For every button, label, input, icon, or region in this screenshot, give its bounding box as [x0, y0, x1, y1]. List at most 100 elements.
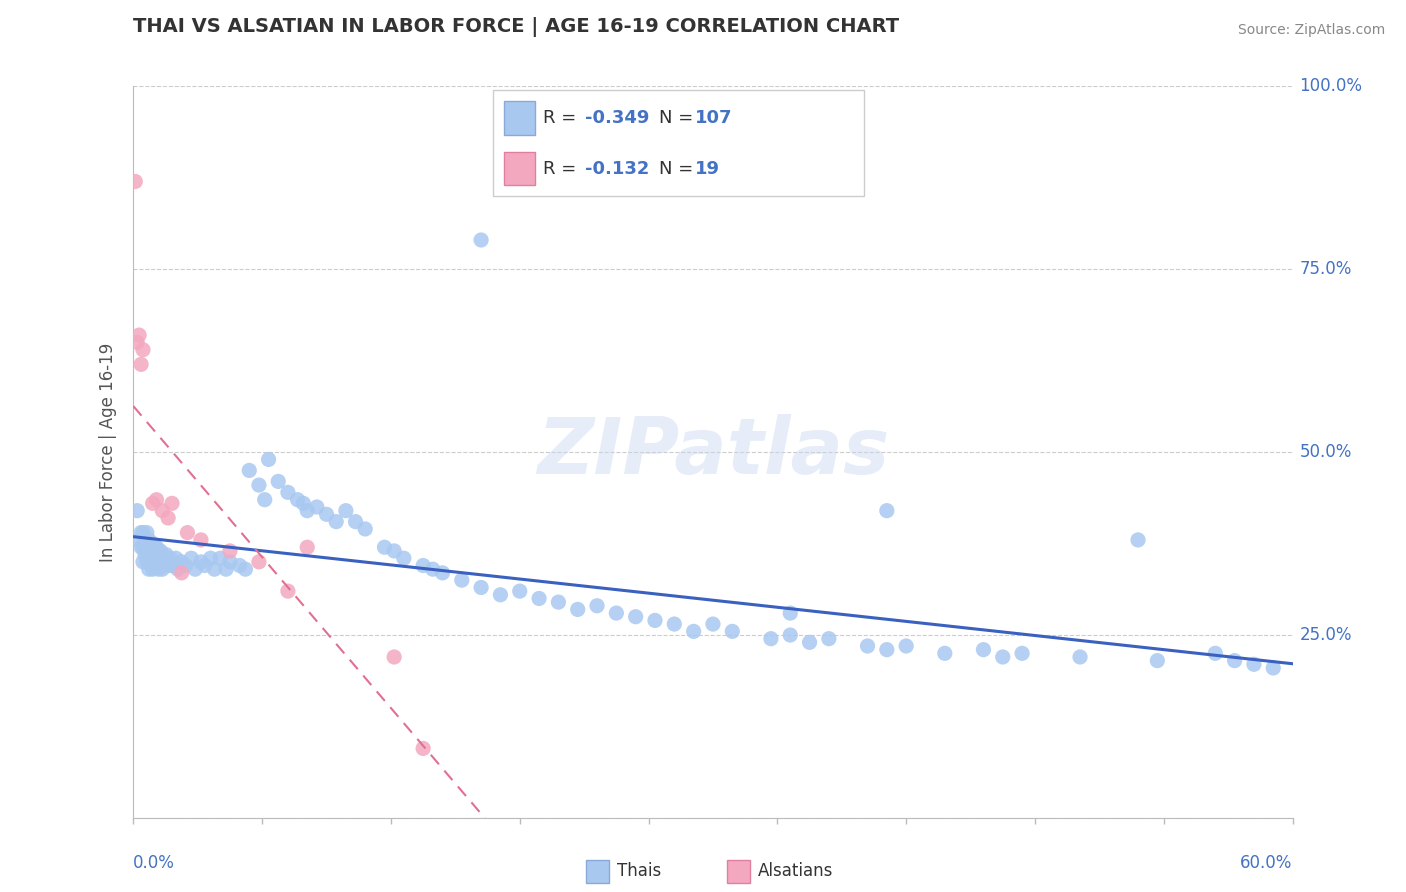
Text: 100.0%: 100.0%: [1299, 78, 1362, 95]
Point: [166, 562, 188, 576]
Point: [267, 475, 290, 489]
Point: [876, 642, 898, 657]
Point: [315, 508, 337, 522]
Point: [547, 595, 569, 609]
Point: [257, 452, 280, 467]
Point: [1146, 654, 1168, 668]
Point: [1263, 661, 1285, 675]
Point: [509, 584, 531, 599]
Point: [157, 558, 180, 573]
Point: [150, 503, 173, 517]
Point: [176, 525, 198, 540]
Point: [382, 544, 405, 558]
Text: R =: R =: [543, 160, 582, 178]
Point: [148, 562, 170, 576]
Point: [143, 541, 166, 555]
Point: [412, 741, 434, 756]
Point: [128, 328, 150, 343]
Point: [1126, 533, 1149, 547]
Point: [149, 544, 172, 558]
Point: [527, 591, 550, 606]
Point: [209, 551, 232, 566]
Point: [373, 541, 395, 555]
Point: [139, 551, 162, 566]
Text: THAI VS ALSATIAN IN LABOR FORCE | AGE 16-19 CORRELATION CHART: THAI VS ALSATIAN IN LABOR FORCE | AGE 16…: [134, 17, 900, 37]
Text: 0.0%: 0.0%: [134, 854, 176, 871]
Point: [160, 558, 183, 573]
Text: Source: ZipAtlas.com: Source: ZipAtlas.com: [1237, 23, 1385, 37]
Text: -0.349: -0.349: [585, 109, 650, 127]
Point: [160, 496, 183, 510]
Point: [124, 174, 146, 188]
Point: [382, 650, 405, 665]
Text: 25.0%: 25.0%: [1299, 626, 1353, 644]
Point: [127, 335, 149, 350]
Text: 60.0%: 60.0%: [1240, 854, 1292, 871]
Text: 50.0%: 50.0%: [1299, 443, 1353, 461]
Point: [180, 551, 202, 566]
Point: [325, 515, 347, 529]
Point: [127, 503, 149, 517]
Point: [153, 555, 176, 569]
Point: [155, 548, 177, 562]
Point: [253, 492, 276, 507]
Point: [297, 541, 319, 555]
Point: [1204, 646, 1226, 660]
Text: 19: 19: [695, 160, 720, 178]
Point: [134, 533, 156, 547]
Point: [204, 562, 226, 576]
Point: [138, 533, 160, 547]
Point: [759, 632, 782, 646]
Point: [344, 515, 367, 529]
Point: [159, 551, 181, 566]
Point: [247, 478, 270, 492]
Point: [422, 562, 444, 576]
Point: [129, 525, 152, 540]
Point: [139, 536, 162, 550]
Point: [277, 485, 299, 500]
Point: [305, 500, 328, 514]
Point: [292, 496, 315, 510]
Point: [128, 533, 150, 547]
Y-axis label: In Labor Force | Age 16-19: In Labor Force | Age 16-19: [100, 343, 117, 562]
Point: [644, 614, 666, 628]
Point: [134, 548, 156, 562]
Point: [1069, 650, 1091, 665]
Point: [145, 541, 167, 555]
Point: [894, 639, 917, 653]
Text: Thais: Thais: [617, 863, 662, 880]
Point: [432, 566, 454, 580]
Point: [132, 541, 155, 555]
Point: [1243, 657, 1265, 672]
Point: [142, 496, 165, 510]
Point: [145, 492, 167, 507]
Point: [219, 544, 242, 558]
Point: [132, 555, 155, 569]
Point: [138, 562, 160, 576]
Point: [135, 541, 157, 555]
Point: [142, 562, 165, 576]
Text: -0.132: -0.132: [585, 160, 650, 178]
Point: [297, 503, 319, 517]
Point: [335, 503, 357, 517]
Point: [129, 357, 152, 371]
Text: R =: R =: [543, 109, 582, 127]
Text: Alsatians: Alsatians: [758, 863, 834, 880]
Point: [190, 555, 212, 569]
Point: [219, 555, 242, 569]
Point: [235, 562, 257, 576]
Point: [1223, 654, 1246, 668]
Point: [150, 548, 173, 562]
Point: [143, 558, 166, 573]
Point: [170, 566, 193, 580]
Point: [450, 573, 472, 587]
Point: [150, 562, 173, 576]
Point: [721, 624, 744, 639]
Point: [392, 551, 415, 566]
Point: [157, 511, 180, 525]
Point: [799, 635, 821, 649]
Point: [567, 602, 589, 616]
Text: N =: N =: [658, 109, 699, 127]
Point: [682, 624, 704, 639]
Point: [238, 463, 260, 477]
